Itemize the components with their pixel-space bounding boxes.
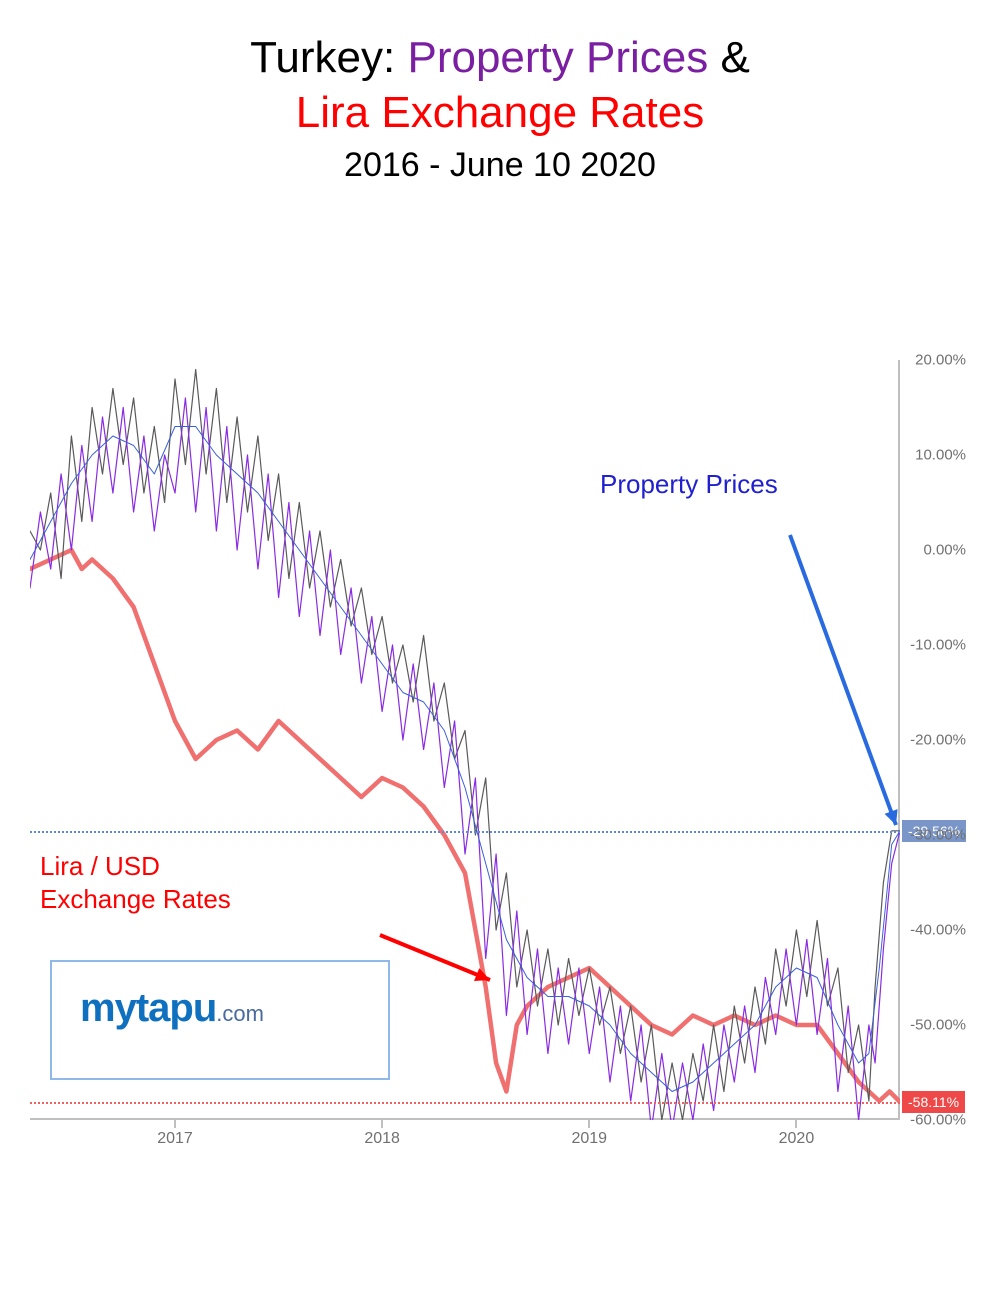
y-tick-label: -60.00% (910, 1112, 966, 1129)
reference-line (30, 831, 900, 833)
logo-suffix: .com (216, 1001, 264, 1026)
x-axis-labels: 2017 2018 2019 2020 (30, 1120, 900, 1160)
x-tick-label: 2020 (779, 1130, 815, 1148)
y-tick-label: -40.00% (910, 922, 966, 939)
title-part2: Lira Exchange Rates (0, 85, 1000, 140)
reference-line (30, 1102, 900, 1104)
y-tick-label: -30.00% (910, 827, 966, 844)
y-tick-label: -20.00% (910, 732, 966, 749)
title-amp: & (708, 33, 750, 82)
y-tick-label: -50.00% (910, 1017, 966, 1034)
x-tick (381, 1120, 383, 1128)
x-tick-label: 2018 (364, 1130, 400, 1148)
plot-area: Property Prices Lira / USDExchange Rates… (30, 360, 900, 1120)
logo-main: mytapu (80, 986, 216, 1030)
title-subtitle: 2016 - June 10 2020 (0, 146, 1000, 185)
x-tick (795, 1120, 797, 1128)
y-axis-labels: 20.00%10.00%0.00%-10.00%-20.00%-30.00%-4… (900, 360, 970, 1120)
title-block: Turkey: Property Prices & Lira Exchange … (0, 0, 1000, 185)
y-tick-label: 0.00% (923, 542, 966, 559)
y-tick-label: 10.00% (915, 447, 966, 464)
x-tick-label: 2017 (157, 1130, 193, 1148)
chart: Property Prices Lira / USDExchange Rates… (30, 360, 970, 1180)
title-line-1: Turkey: Property Prices & (0, 30, 1000, 85)
y-tick-label: 20.00% (915, 352, 966, 369)
annotation-property-prices: Property Prices (600, 468, 778, 501)
x-tick (174, 1120, 176, 1128)
annotation-lira-usd: Lira / USDExchange Rates (40, 850, 231, 915)
title-prefix: Turkey: (250, 33, 407, 82)
y-tick-label: -10.00% (910, 637, 966, 654)
logo-box: mytapu.com (50, 960, 390, 1080)
x-tick-label: 2019 (571, 1130, 607, 1148)
x-tick (588, 1120, 590, 1128)
arrow-property-prices (775, 520, 911, 840)
title-part1: Property Prices (407, 33, 708, 82)
